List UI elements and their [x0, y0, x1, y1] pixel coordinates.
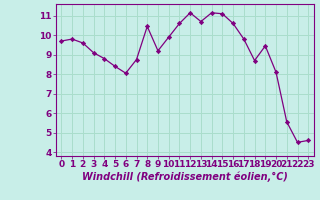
X-axis label: Windchill (Refroidissement éolien,°C): Windchill (Refroidissement éolien,°C) — [82, 172, 288, 182]
